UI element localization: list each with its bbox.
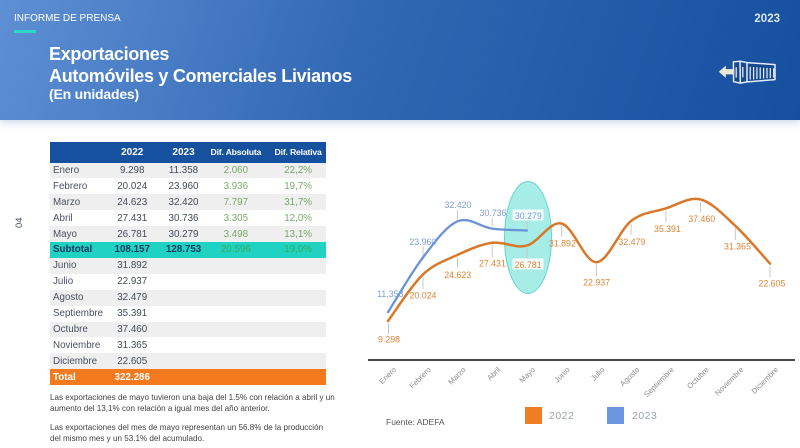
svg-text:Octubre: Octubre bbox=[685, 365, 710, 390]
svg-text:27.431: 27.431 bbox=[479, 259, 506, 269]
svg-text:23.960: 23.960 bbox=[409, 237, 436, 247]
svg-text:24.623: 24.623 bbox=[444, 270, 471, 280]
svg-text:22.937: 22.937 bbox=[583, 277, 610, 287]
svg-text:35.391: 35.391 bbox=[654, 224, 681, 234]
svg-text:Septiembre: Septiembre bbox=[642, 365, 676, 399]
svg-text:26.781: 26.781 bbox=[515, 260, 542, 270]
svg-text:31.892: 31.892 bbox=[549, 239, 576, 249]
svg-text:31.365: 31.365 bbox=[724, 242, 751, 252]
svg-text:Enero: Enero bbox=[377, 365, 398, 386]
svg-text:Abril: Abril bbox=[485, 365, 502, 382]
svg-text:9.298: 9.298 bbox=[378, 335, 400, 345]
svg-text:Agosto: Agosto bbox=[618, 365, 641, 388]
svg-text:Diciembre: Diciembre bbox=[750, 365, 781, 396]
svg-text:30.279: 30.279 bbox=[515, 211, 542, 221]
svg-text:Febrero: Febrero bbox=[408, 365, 433, 390]
svg-text:32.420: 32.420 bbox=[445, 200, 472, 210]
svg-text:20.024: 20.024 bbox=[410, 291, 437, 301]
svg-text:Noviembre: Noviembre bbox=[713, 365, 745, 397]
svg-text:22.605: 22.605 bbox=[758, 279, 785, 289]
svg-text:11.358: 11.358 bbox=[377, 289, 403, 299]
svg-text:32.479: 32.479 bbox=[618, 237, 645, 247]
svg-text:30.736: 30.736 bbox=[480, 208, 507, 218]
svg-text:Mayo: Mayo bbox=[517, 365, 537, 385]
svg-text:37.460: 37.460 bbox=[688, 214, 715, 224]
svg-text:Marzo: Marzo bbox=[446, 365, 467, 386]
svg-text:Junio: Junio bbox=[552, 365, 571, 384]
svg-text:Julio: Julio bbox=[589, 365, 606, 382]
